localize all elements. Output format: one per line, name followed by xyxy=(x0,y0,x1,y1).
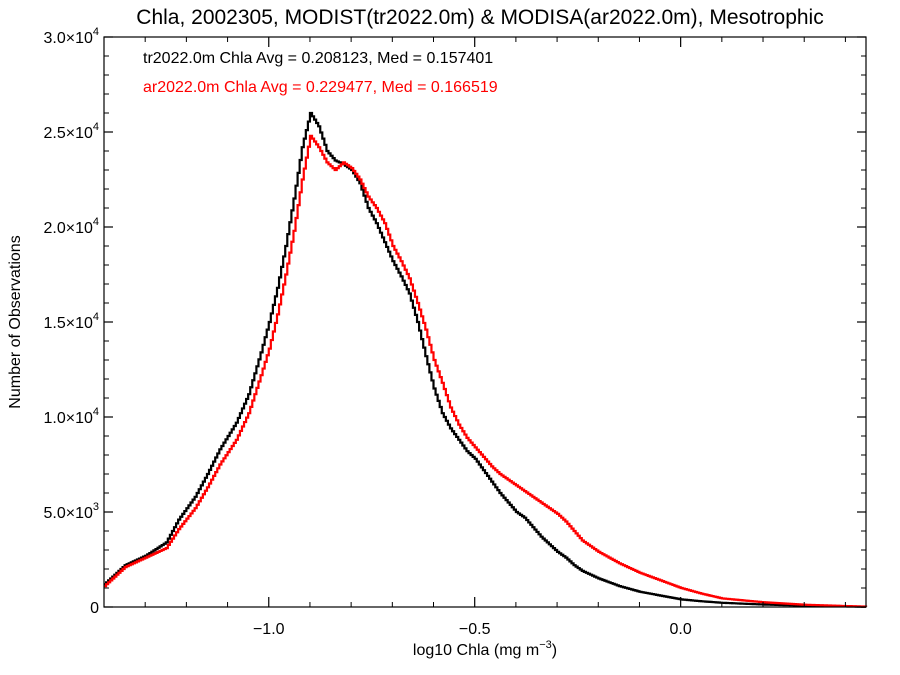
annotation-ar: ar2022.0m Chla Avg = 0.229477, Med = 0.1… xyxy=(143,79,498,96)
x-tick-label-0: −1.0 xyxy=(253,621,285,638)
y-tick-label-0: 0 xyxy=(90,600,99,617)
y-tick-label-1: 5.0×103 xyxy=(43,501,99,522)
x-axis-label-close: ) xyxy=(552,642,557,659)
x-tick-label-2: 0.0 xyxy=(670,621,692,638)
plot-frame xyxy=(103,36,867,608)
y-tick-mantissa-4: 2.0×10 xyxy=(43,220,92,237)
y-tick-mantissa-6: 3.0×10 xyxy=(43,30,92,47)
y-axis: 05.0×1031.0×1041.5×1042.0×1042.5×1043.0×… xyxy=(43,26,866,617)
series-line-0 xyxy=(104,111,868,608)
y-tick-mantissa-0: 0 xyxy=(90,600,99,617)
x-tick-label-1: −0.5 xyxy=(459,621,491,638)
y-tick-mantissa-3: 1.5×10 xyxy=(43,315,92,332)
x-axis-label-sup: −3 xyxy=(539,639,552,651)
x-axis-label: log10 Chla (mg m−3) xyxy=(413,639,557,659)
y-tick-exponent-5: 4 xyxy=(93,121,99,133)
y-tick-mantissa-2: 1.0×10 xyxy=(43,410,92,427)
y-tick-mantissa-1: 5.0×10 xyxy=(43,505,92,522)
y-tick-label-5: 2.5×104 xyxy=(43,121,99,142)
plot-area xyxy=(104,111,868,608)
x-axis: −1.0 −0.5 0.0 xyxy=(144,37,846,638)
y-axis-label: Number of Observations xyxy=(7,235,24,408)
annotation-tr: tr2022.0m Chla Avg = 0.208123, Med = 0.1… xyxy=(143,50,493,67)
y-tick-label-6: 3.0×104 xyxy=(43,26,99,47)
y-tick-exponent-3: 4 xyxy=(93,311,99,323)
y-tick-exponent-6: 4 xyxy=(93,26,99,38)
y-tick-exponent-2: 4 xyxy=(93,406,99,418)
series-line-1 xyxy=(104,134,868,608)
y-tick-label-2: 1.0×104 xyxy=(43,406,99,427)
y-tick-exponent-1: 3 xyxy=(93,501,99,513)
y-tick-label-3: 1.5×104 xyxy=(43,311,99,332)
y-tick-label-4: 2.0×104 xyxy=(43,216,99,237)
y-tick-exponent-4: 4 xyxy=(93,216,99,228)
y-tick-mantissa-5: 2.5×10 xyxy=(43,125,92,142)
chart-title: Chla, 2002305, MODIST(tr2022.0m) & MODIS… xyxy=(136,6,823,29)
x-axis-label-main: log10 Chla (mg m xyxy=(413,642,539,659)
